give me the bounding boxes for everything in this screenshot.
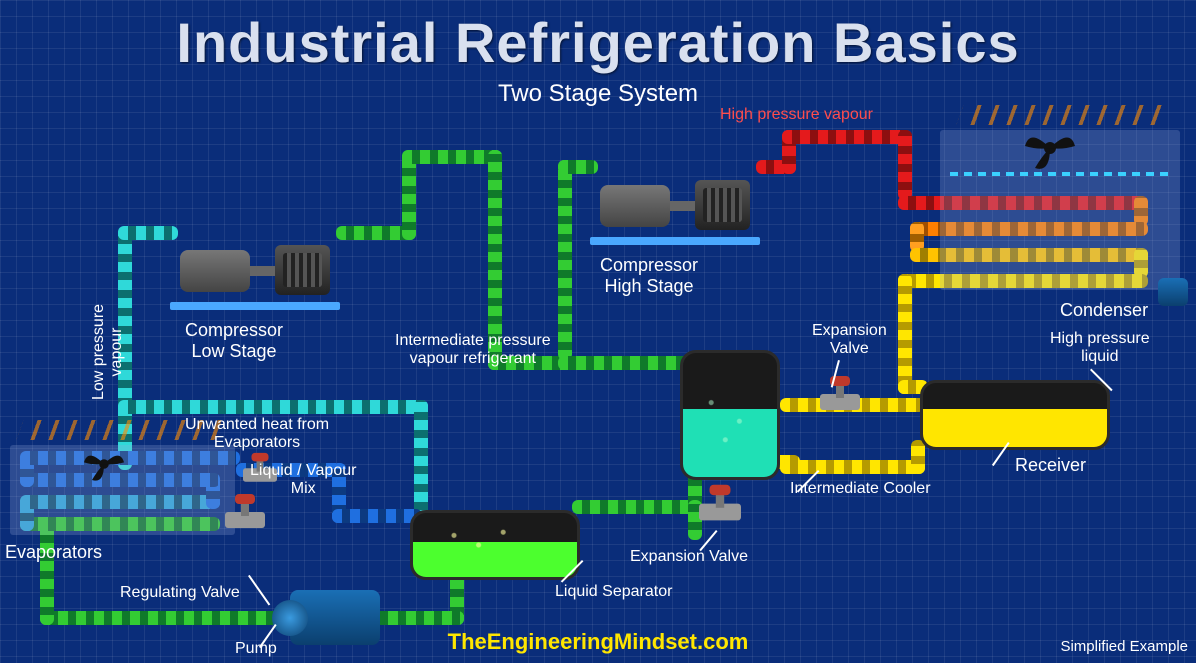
- label-expansion-valve-top: Expansion Valve: [812, 322, 887, 359]
- pipe-green: [558, 160, 598, 174]
- blower-icon: [1158, 278, 1188, 306]
- pipe-green: [558, 356, 688, 370]
- pump: [290, 590, 380, 645]
- expansion-valve-top: [820, 382, 860, 422]
- label-high-pressure-vapour: High pressure vapour: [720, 106, 873, 124]
- credit: TheEngineeringMindset.com: [448, 629, 749, 655]
- intermediate-cooler: [680, 350, 780, 480]
- pipe-green: [40, 611, 280, 625]
- label-liquid-separator: Liquid Separator: [555, 583, 672, 601]
- label-unwanted-heat: Unwanted heat from Evaporators: [185, 416, 329, 453]
- label-intermediate-cooler: Intermediate Cooler: [790, 480, 931, 498]
- pipe-cyan: [414, 400, 428, 520]
- receiver: [920, 380, 1110, 450]
- pipe-red: [898, 130, 912, 200]
- compressor-high: [590, 175, 760, 245]
- liquid-separator: [410, 510, 580, 580]
- subtitle: Two Stage System: [498, 80, 698, 108]
- pipe-cyan: [118, 400, 428, 414]
- pipe-yellow: [898, 274, 912, 394]
- label-high-pressure-liquid: High pressure liquid: [1050, 330, 1150, 367]
- label-compressor-low: Compressor Low Stage: [185, 320, 283, 361]
- expansion-valve-bottom: [699, 491, 741, 533]
- fan-icon: [80, 440, 128, 488]
- label-pump: Pump: [235, 640, 277, 658]
- lead-line: [248, 575, 270, 606]
- pipe-red: [782, 130, 912, 144]
- pipe-green: [558, 160, 572, 360]
- label-receiver: Receiver: [1015, 455, 1086, 476]
- condenser-water: [950, 172, 1170, 176]
- pipe-yellow: [780, 460, 925, 474]
- label-evaporators: Evaporators: [5, 542, 102, 563]
- label-compressor-high: Compressor High Stage: [600, 255, 698, 296]
- fan-icon: [1020, 118, 1080, 178]
- regulating-valve: [225, 500, 265, 540]
- label-expansion-valve-bottom: Expansion Valve: [630, 548, 748, 566]
- label-intermediate-pressure: Intermediate pressure vapour refrigerant: [395, 332, 551, 369]
- pipe-green: [572, 500, 702, 514]
- pipe-green: [402, 150, 502, 164]
- pipe-green: [370, 611, 464, 625]
- label-condenser: Condenser: [1060, 300, 1148, 321]
- label-regulating-valve: Regulating Valve: [120, 584, 240, 602]
- label-liquid-vapour-mix: Liquid / Vapour Mix: [250, 462, 356, 499]
- compressor-low: [170, 240, 340, 310]
- pipe-blue: [332, 509, 422, 523]
- heat-waves: [956, 105, 1163, 125]
- pipe-cyan: [118, 226, 178, 240]
- page-title: Industrial Refrigeration Basics: [0, 10, 1196, 75]
- label-low-pressure-vapour: Low pressure vapour: [90, 304, 127, 400]
- footer-note: Simplified Example: [1060, 638, 1188, 655]
